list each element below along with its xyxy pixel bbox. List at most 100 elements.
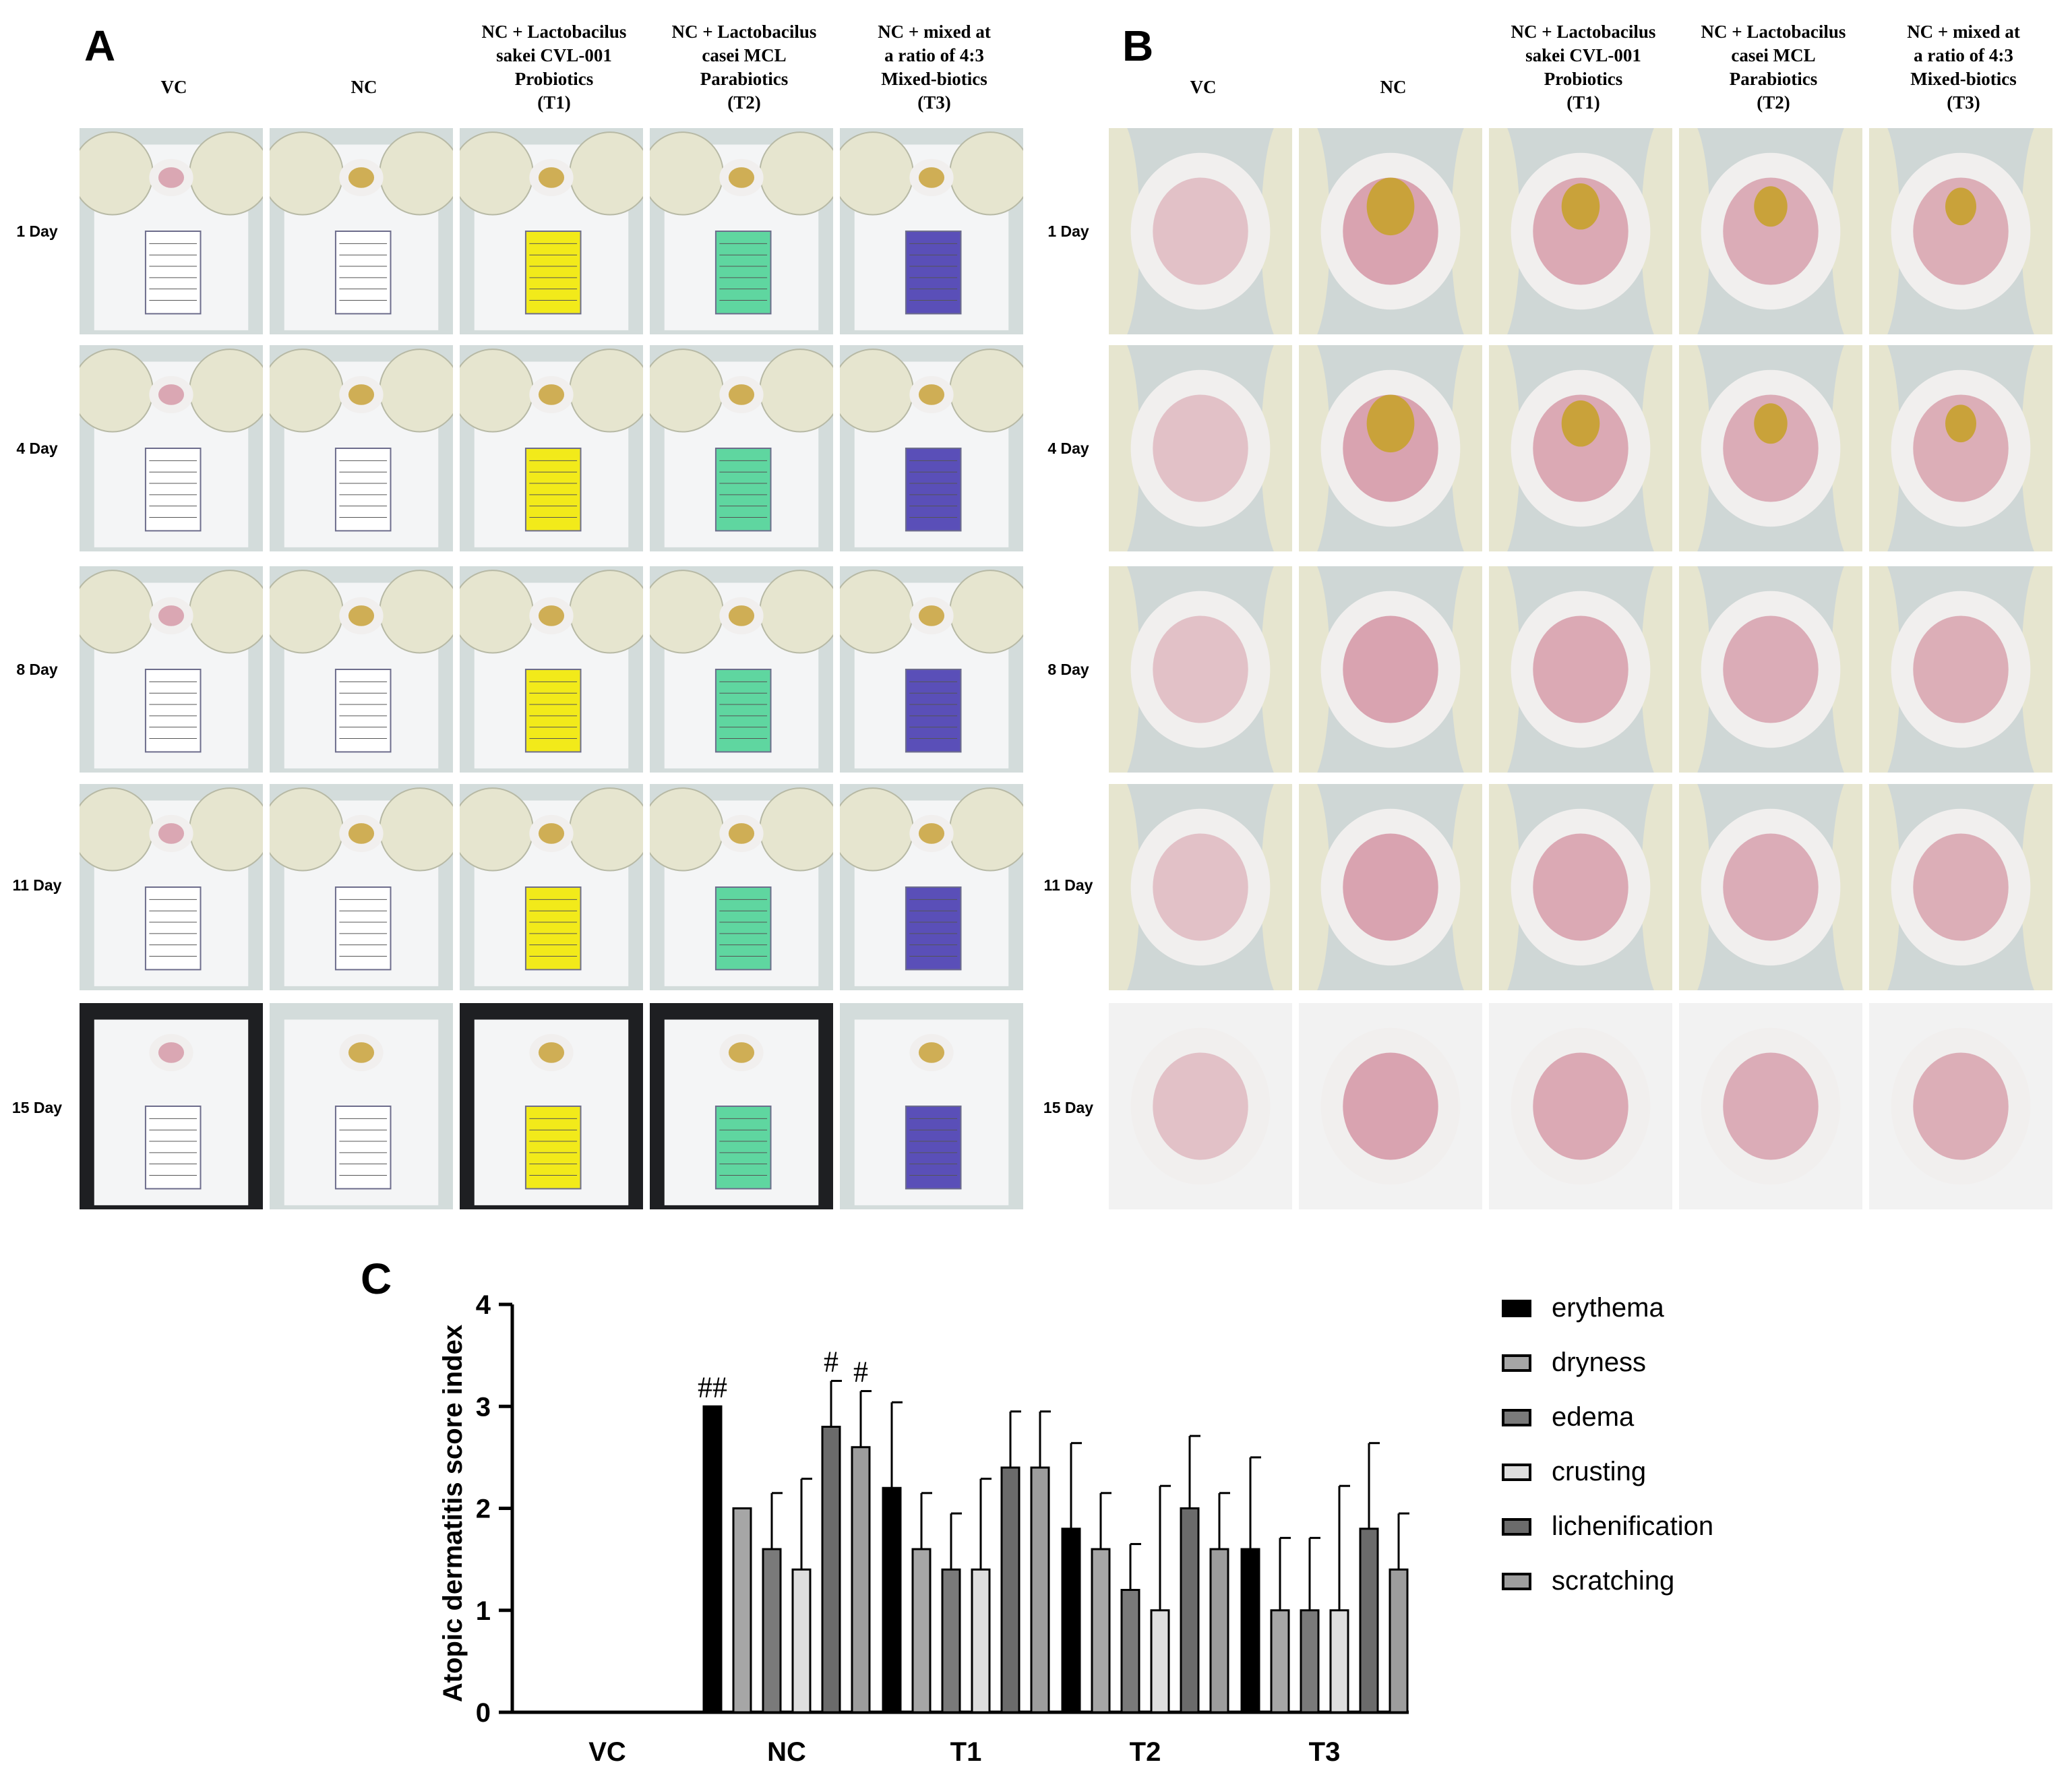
panel-b-photo-day4-t3: [1869, 345, 2052, 551]
legend-swatch: [1502, 1572, 1531, 1590]
bar-dryness-t2: [1091, 1548, 1111, 1714]
legend-label: erythema: [1552, 1293, 1664, 1323]
panel-b-header-t2: NC + Lactobacilus casei MCL Parabiotics …: [1701, 22, 1846, 113]
legend-swatch: [1502, 1299, 1531, 1317]
panel-a-photo-day8-vc: [80, 566, 263, 773]
panel-b-photo-day8-t3: [1869, 566, 2052, 773]
bar-lichenification-t2: [1180, 1507, 1200, 1714]
panel-a-photo-day11-t2: [650, 784, 833, 990]
panel-b-row-label-day8: 8 Day: [1047, 661, 1089, 678]
panel-a-photo-day4-nc: [270, 345, 453, 551]
panel-b-photo-day11-t2: [1679, 784, 1862, 990]
bar-crusting-nc: [791, 1568, 812, 1714]
legend-item-dryness: dryness: [1502, 1348, 1646, 1378]
panel-b-photo-day8-nc: [1299, 566, 1482, 773]
x-tick-label: T3: [1309, 1737, 1341, 1767]
legend-item-lichenification: lichenification: [1502, 1511, 1713, 1542]
legend-label: dryness: [1552, 1348, 1647, 1377]
panel-b-row-label-day1: 1 Day: [1047, 222, 1089, 240]
y-tick-label: 1: [476, 1596, 491, 1626]
legend-swatch: [1502, 1408, 1531, 1426]
panel-a-row-label-day15: 15 Day: [11, 1099, 63, 1116]
panel-a-photo-day11-nc: [270, 784, 453, 990]
panel-a-photo-day1-t1: [460, 128, 643, 334]
panel-a-header-nc: NC: [351, 77, 377, 97]
bar-scratching-t2: [1209, 1548, 1229, 1714]
panel-b-row-label-day15: 15 Day: [1043, 1099, 1094, 1116]
y-tick-label: 2: [476, 1495, 491, 1524]
panel-b-photo-day15-t2: [1679, 1003, 1862, 1209]
panel-b-header-vc: VC: [1190, 77, 1217, 97]
legend-item-crusting: crusting: [1502, 1457, 1646, 1487]
panel-a-header-t3: NC + mixed at a ratio of 4:3 Mixed-bioti…: [878, 22, 991, 113]
significance-annotation: #: [824, 1345, 839, 1378]
panel-a-photo-day4-t2: [650, 345, 833, 551]
panel-a-photo-day8-nc: [270, 566, 453, 773]
panel-b-photo-day11-t1: [1489, 784, 1672, 990]
panel-a-photo-day8-t2: [650, 566, 833, 773]
panel-a-photo-day8-t3: [840, 566, 1023, 773]
legend-swatch: [1502, 1517, 1531, 1536]
panel-b-header-t1: NC + Lactobacilus sakei CVL-001 Probioti…: [1511, 22, 1656, 113]
panel-a-row-label-day1: 1 Day: [16, 222, 58, 240]
x-tick-label: NC: [767, 1737, 806, 1767]
bar-dryness-t3: [1270, 1609, 1290, 1714]
bar-crusting-t3: [1329, 1609, 1349, 1714]
panel-b-photo-day8-vc: [1109, 566, 1292, 773]
bar-lichenification-t1: [1000, 1466, 1020, 1714]
bar-lichenification-t3: [1359, 1528, 1379, 1714]
legend-item-erythema: erythema: [1502, 1293, 1664, 1323]
panel-a-header-vc: VC: [160, 77, 187, 97]
panel-b-photo-day4-t2: [1679, 345, 1862, 551]
bar-edema-t3: [1300, 1609, 1320, 1714]
panel-a-photo-day1-t3: [840, 128, 1023, 334]
significance-annotation: ##: [698, 1370, 727, 1404]
panel-a-photo-day4-t3: [840, 345, 1023, 551]
x-tick-label: VC: [588, 1737, 626, 1767]
panel-a-photo-day4-vc: [80, 345, 263, 551]
legend-item-edema: edema: [1502, 1402, 1634, 1433]
panel-a-photo-day15-t1: [460, 1003, 643, 1209]
panel-b-photo-day11-vc: [1109, 784, 1292, 990]
panel-b-photo-day15-vc: [1109, 1003, 1292, 1209]
y-axis-label: Atopic dermatitis score index: [438, 1325, 468, 1702]
panel-b-row-label-day4: 4 Day: [1047, 440, 1089, 457]
panel-a-photo-day11-t3: [840, 784, 1023, 990]
y-tick-label: 0: [476, 1698, 491, 1728]
panel-b-photo-day8-t2: [1679, 566, 1862, 773]
y-tick-label: 3: [476, 1392, 491, 1422]
panel-b-photo-day1-vc: [1109, 128, 1292, 334]
bar-scratching-nc: [851, 1446, 871, 1714]
panel-a-header-t1: NC + Lactobacilus sakei CVL-001 Probioti…: [481, 22, 627, 113]
panel-b-photo-day1-t3: [1869, 128, 2052, 334]
bar-scratching-t1: [1030, 1466, 1050, 1714]
bar-scratching-t3: [1389, 1568, 1409, 1714]
bar-dryness-t1: [911, 1548, 932, 1714]
panel-a-photo-day1-nc: [270, 128, 453, 334]
panel-b-header-nc: NC: [1380, 77, 1407, 97]
bar-erythema-t3: [1240, 1548, 1260, 1714]
x-tick-label: T2: [1130, 1737, 1161, 1767]
panel-a-photo-day15-vc: [80, 1003, 263, 1209]
panel-b-photo-day1-t1: [1489, 128, 1672, 334]
bar-erythema-t1: [882, 1486, 902, 1714]
panel-a-row-label-day11: 11 Day: [12, 876, 62, 894]
panel-a-letter: A: [84, 22, 116, 70]
bar-lichenification-nc: [821, 1426, 841, 1714]
panel-a-photo-day4-t1: [460, 345, 643, 551]
bar-edema-t1: [941, 1568, 961, 1714]
panel-b-photo-day4-t1: [1489, 345, 1672, 551]
bar-crusting-t2: [1150, 1609, 1170, 1714]
bar-erythema-nc: [702, 1405, 723, 1714]
legend-label: crusting: [1552, 1457, 1647, 1486]
bar-crusting-t1: [971, 1568, 991, 1714]
bar-erythema-t2: [1061, 1528, 1081, 1714]
legend-swatch: [1502, 1463, 1531, 1481]
bar-edema-t2: [1120, 1589, 1140, 1714]
panel-a-photo-day15-t2: [650, 1003, 833, 1209]
panel-a-photo-day1-t2: [650, 128, 833, 334]
y-tick-label: 4: [476, 1290, 491, 1320]
significance-annotation: #: [853, 1356, 868, 1389]
panel-b-header-t3: NC + mixed at a ratio of 4:3 Mixed-bioti…: [1907, 22, 2020, 113]
